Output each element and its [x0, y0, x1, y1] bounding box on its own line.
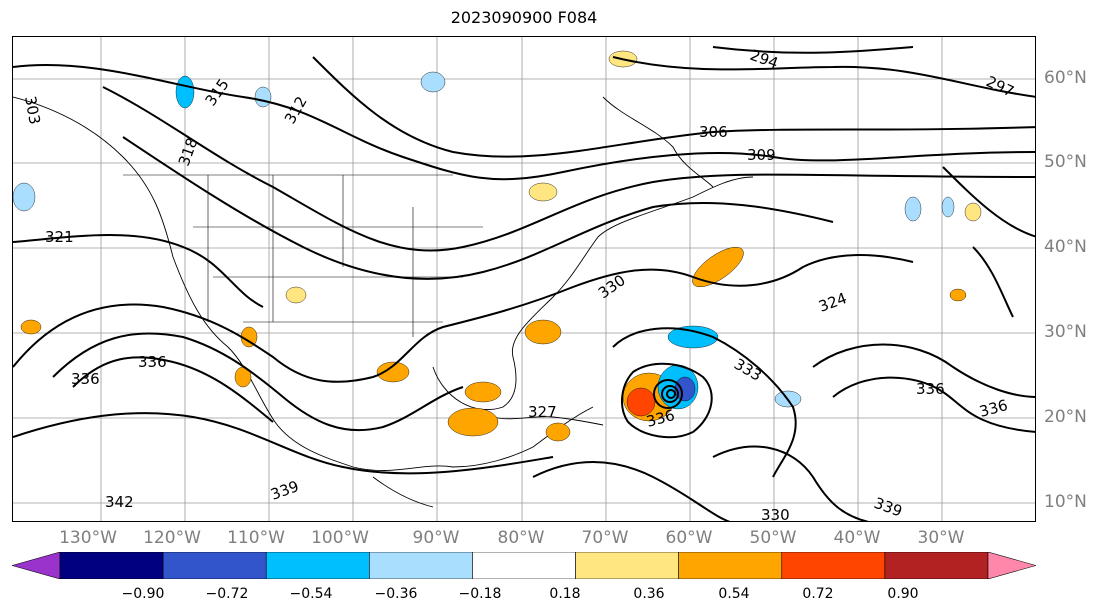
colorbar-cell — [884, 552, 989, 579]
contour-label: 303 — [21, 95, 44, 126]
lon-label: 50°W — [749, 528, 797, 548]
lat-label: 40°N — [1044, 237, 1087, 257]
colorbar-tick: 0.90 — [887, 586, 919, 602]
map-title: 2023090900 F084 — [450, 8, 598, 27]
colorbar-cell — [678, 552, 783, 579]
shading — [13, 50, 982, 442]
colorbar-cell — [59, 552, 164, 579]
lat-label: 50°N — [1044, 152, 1087, 172]
lat-label: 20°N — [1044, 407, 1087, 427]
contour-label: 336 — [138, 353, 167, 371]
lon-label: 90°W — [412, 528, 460, 548]
contour-label: 315 — [202, 76, 233, 110]
contour-label: 342 — [105, 493, 134, 511]
lat-label: 30°N — [1044, 322, 1087, 342]
contour-label: 339 — [268, 477, 301, 504]
lon-label: 70°W — [581, 528, 629, 548]
colorbar-extend-low — [12, 552, 61, 579]
contour-label: 318 — [175, 135, 202, 168]
contour-label: 324 — [816, 289, 849, 316]
contour-label: 336 — [916, 380, 945, 398]
colorbar-cell — [781, 552, 886, 579]
colorbar-cell — [369, 552, 473, 579]
colorbar-extend-high — [987, 552, 1036, 579]
lon-label: 60°W — [665, 528, 713, 548]
lon-label: 80°W — [497, 528, 545, 548]
lon-label: 40°W — [833, 528, 881, 548]
contour-label: 306 — [699, 123, 728, 141]
lon-label: 30°W — [917, 528, 965, 548]
contour-label: 330 — [761, 506, 790, 522]
lon-label: 130°W — [59, 528, 117, 548]
contour-label: 330 — [595, 271, 629, 302]
contours — [13, 46, 1035, 521]
contour-label: 333 — [731, 355, 765, 385]
colorbar-cell — [265, 552, 370, 579]
contour-label: 309 — [747, 146, 776, 164]
map-panel: 294 297 303 306 309 312 315 318 321 324 … — [12, 36, 1036, 522]
graticule — [13, 37, 1035, 521]
lon-label: 110°W — [227, 528, 285, 548]
colorbar-tick: 0.54 — [718, 586, 750, 602]
coastlines — [13, 96, 754, 508]
contour-label: 336 — [71, 370, 100, 388]
lat-label: 60°N — [1044, 68, 1087, 88]
borders — [123, 174, 483, 337]
contour-labels: 294 297 303 306 309 312 315 318 321 324 … — [21, 46, 1017, 522]
colorbar-tick: −0.90 — [121, 586, 165, 602]
contour-label: 339 — [872, 494, 905, 521]
lat-label: 10°N — [1044, 492, 1087, 512]
colorbar-tick: 0.18 — [549, 586, 581, 602]
contour-label: 297 — [983, 72, 1017, 100]
colorbar-tick: 0.72 — [802, 586, 834, 602]
contour-label: 336 — [977, 396, 1009, 421]
colorbar-cell — [575, 552, 679, 579]
lon-label: 100°W — [311, 528, 369, 548]
colorbar-tick: −0.54 — [289, 586, 333, 602]
colorbar — [12, 552, 1036, 579]
colorbar-tick: 0.36 — [633, 586, 665, 602]
colorbar-tick: −0.72 — [205, 586, 249, 602]
contour-label: 312 — [281, 93, 311, 127]
contour-label: 321 — [45, 228, 74, 246]
colorbar-cell — [472, 552, 576, 579]
contour-label: 327 — [528, 403, 557, 421]
colorbar-cell — [162, 552, 267, 579]
lon-label: 120°W — [143, 528, 201, 548]
colorbar-tick: −0.18 — [458, 586, 502, 602]
colorbar-tick: −0.36 — [374, 586, 418, 602]
map-svg: 294 297 303 306 309 312 315 318 321 324 … — [13, 37, 1035, 522]
